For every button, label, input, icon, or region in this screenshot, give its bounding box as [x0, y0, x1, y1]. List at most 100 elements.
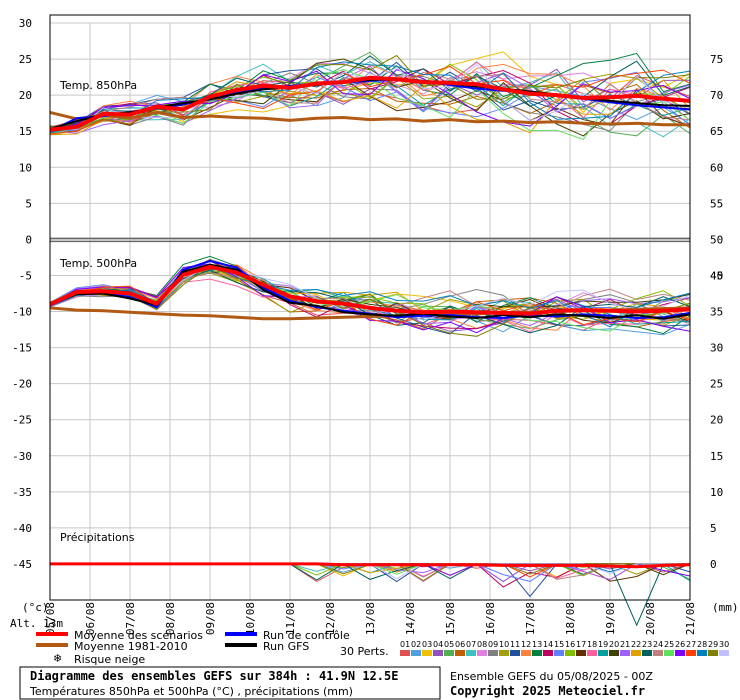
member-id-label: 21 — [620, 640, 630, 649]
member-color-swatch — [576, 650, 586, 656]
legend-clim-label: Moyenne 1981-2010 — [74, 640, 188, 653]
right-tick-label: 40 — [710, 269, 723, 282]
x-tick-label: 07/08 — [124, 602, 137, 635]
x-tick-label: 08/08 — [164, 602, 177, 635]
member-color-swatch — [499, 650, 509, 656]
x-tick-label: 15/08 — [444, 602, 457, 635]
member-color-swatch — [466, 650, 476, 656]
ensemble-member-850 — [49, 51, 691, 136]
member-id-label: 29 — [708, 640, 718, 649]
legend-gfs-swatch — [225, 643, 257, 647]
member-color-swatch — [708, 650, 718, 656]
member-id-label: 12 — [521, 640, 531, 649]
axes: 302520151050-5-10-15-20-25-30-35-40-4575… — [10, 14, 739, 635]
member-color-swatch — [719, 650, 729, 656]
plot-frame — [49, 14, 691, 601]
member-color-swatch — [477, 650, 487, 656]
legend-gfs-label: Run GFS — [263, 640, 309, 653]
left-unit-label: (°c) — [22, 601, 49, 614]
member-color-swatch — [521, 650, 531, 656]
mean-precip-line — [50, 562, 691, 569]
legend-clim-swatch — [36, 643, 68, 647]
member-color-swatch — [675, 650, 685, 656]
member-id-label: 04 — [433, 640, 443, 649]
x-tick-label: 11/08 — [284, 602, 297, 635]
member-id-label: 25 — [664, 640, 674, 649]
right-tick-label: 35 — [710, 306, 723, 319]
y-tick-label: 0 — [25, 233, 32, 246]
member-color-swatch — [433, 650, 443, 656]
member-color-swatch — [400, 650, 410, 656]
member-id-label: 30 — [719, 640, 729, 649]
member-color-swatch — [598, 650, 608, 656]
panel-label-500: Temp. 500hPa — [59, 257, 137, 270]
x-tick-label: 05/08 — [44, 602, 57, 635]
member-id-label: 23 — [642, 640, 652, 649]
altitude-label: Alt. 13m — [10, 617, 63, 630]
chart-subtitle: Températures 850hPa et 500hPa (°C) , pré… — [29, 685, 353, 698]
member-color-swatch — [488, 650, 498, 656]
right-tick-label: 30 — [710, 342, 723, 355]
member-id-label: 01 — [400, 640, 410, 649]
x-tick-label: 09/08 — [204, 602, 217, 635]
member-id-label: 03 — [422, 640, 432, 649]
y-tick-label: -20 — [12, 378, 32, 391]
right-tick-label: 5 — [710, 522, 717, 535]
right-unit-label: (mm) — [712, 601, 739, 614]
right-tick-label: 0 — [710, 558, 717, 571]
member-color-swatch — [631, 650, 641, 656]
member-color-swatch — [697, 650, 707, 656]
x-tick-label: 13/08 — [364, 602, 377, 635]
legend-mean-label: Moyenne des scénarios — [74, 629, 203, 642]
x-tick-label: 19/08 — [604, 602, 617, 635]
member-color-swatch — [664, 650, 674, 656]
member-id-label: 18 — [587, 640, 597, 649]
copyright: Copyright 2025 Meteociel.fr — [450, 684, 645, 698]
x-tick-label: 18/08 — [564, 602, 577, 635]
y-tick-label: -35 — [12, 486, 32, 499]
right-tick-label: 45 — [710, 269, 723, 282]
member-id-label: 20 — [609, 640, 619, 649]
y-tick-label: 25 — [19, 53, 32, 66]
member-id-label: 28 — [697, 640, 707, 649]
member-id-label: 22 — [631, 640, 641, 649]
right-tick-label: 20 — [710, 414, 723, 427]
right-tick-label: 75 — [710, 53, 723, 66]
right-tick-label: 65 — [710, 125, 723, 138]
member-id-label: 08 — [477, 640, 487, 649]
member-color-swatch — [422, 650, 432, 656]
main-series-lines — [49, 75, 691, 569]
member-color-swatch — [642, 650, 652, 656]
mean-850-line — [49, 75, 691, 132]
ensemble-member-850 — [49, 61, 691, 134]
member-color-swatch — [455, 650, 465, 656]
right-tick-label: 60 — [710, 161, 723, 174]
y-tick-label: -10 — [12, 306, 32, 319]
member-id-label: 16 — [565, 640, 575, 649]
y-tick-label: 15 — [19, 125, 32, 138]
member-id-label: 09 — [488, 640, 498, 649]
member-color-swatch — [543, 650, 553, 656]
x-tick-label: 21/08 — [684, 602, 697, 635]
legend-mean-swatch — [36, 632, 68, 636]
legend-control-label: Run de contrôle — [263, 629, 350, 642]
member-color-swatch — [532, 650, 542, 656]
member-id-label: 10 — [499, 640, 509, 649]
snowflake-icon: ❄ — [53, 652, 62, 665]
member-id-label: 19 — [598, 640, 608, 649]
y-tick-label: 5 — [25, 197, 32, 210]
member-color-swatch — [554, 650, 564, 656]
x-tick-label: 20/08 — [644, 602, 657, 635]
y-tick-label: -40 — [12, 522, 32, 535]
right-tick-label: 25 — [710, 378, 723, 391]
member-id-label: 13 — [532, 640, 542, 649]
y-tick-label: -25 — [12, 414, 32, 427]
legend-control-swatch — [225, 632, 257, 636]
x-tick-label: 17/08 — [524, 602, 537, 635]
member-color-swatch — [510, 650, 520, 656]
member-id-label: 02 — [411, 640, 421, 649]
x-tick-label: 16/08 — [484, 602, 497, 635]
right-tick-label: 10 — [710, 486, 723, 499]
